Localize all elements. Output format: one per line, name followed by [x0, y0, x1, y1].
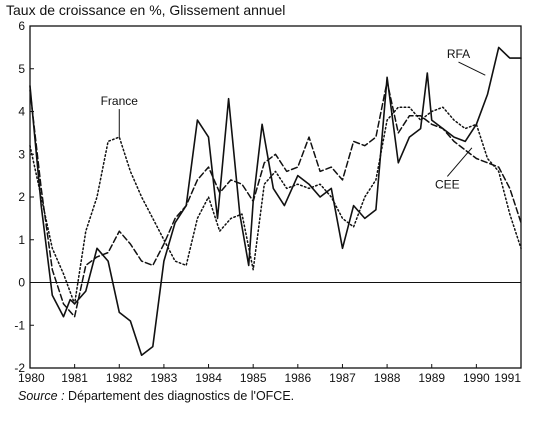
series-line-rfa [29, 46, 522, 356]
series-label-france: France [101, 94, 139, 108]
x-tick-label: 1980 [18, 371, 45, 385]
tick-layer: -2 -1 0 1 2 3 4 5 6 1980 1981 1982 1983 1984 1985 1986 1… [14, 19, 522, 385]
series-label-layer: France RFA CEE [101, 47, 486, 191]
series-label-pointer [446, 147, 473, 177]
chart-title: Taux de croissance en %, Glissement annu… [6, 2, 286, 18]
source-text: Département des diagnostics de l'OFCE. [64, 389, 295, 403]
series-label-rfa: RFA [447, 47, 470, 61]
x-tick-label: 1987 [329, 371, 356, 385]
y-tick-label: 2 [18, 190, 25, 204]
x-tick-label: 1989 [418, 371, 445, 385]
y-tick-label: 0 [18, 276, 25, 290]
series-line-cee [29, 80, 522, 318]
y-tick-label: -2 [14, 361, 25, 375]
y-tick-label: 5 [18, 62, 25, 76]
x-tick-label: 1982 [106, 371, 133, 385]
y-tick-label: 4 [18, 105, 25, 119]
source-note: Source : Département des diagnostics de … [18, 389, 294, 403]
series-label-pointer [458, 61, 486, 76]
y-tick-label: 1 [18, 233, 25, 247]
source-label: Source : [18, 389, 65, 403]
series-line-france [29, 106, 522, 305]
x-tick-label: 1988 [374, 371, 401, 385]
x-tick-label: 1991 [494, 371, 521, 385]
x-tick-label: 1986 [284, 371, 311, 385]
x-tick-label: 1985 [240, 371, 267, 385]
y-tick-label: 3 [18, 147, 25, 161]
series-layer [29, 46, 522, 356]
x-tick-label: 1984 [195, 371, 222, 385]
series-label-cee: CEE [435, 177, 460, 191]
y-tick-label: -1 [14, 318, 25, 332]
x-tick-label: 1981 [61, 371, 88, 385]
x-tick-label: 1990 [463, 371, 490, 385]
y-tick-label: 6 [18, 19, 25, 33]
plot-frame [29, 25, 522, 369]
x-tick-label: 1983 [151, 371, 178, 385]
